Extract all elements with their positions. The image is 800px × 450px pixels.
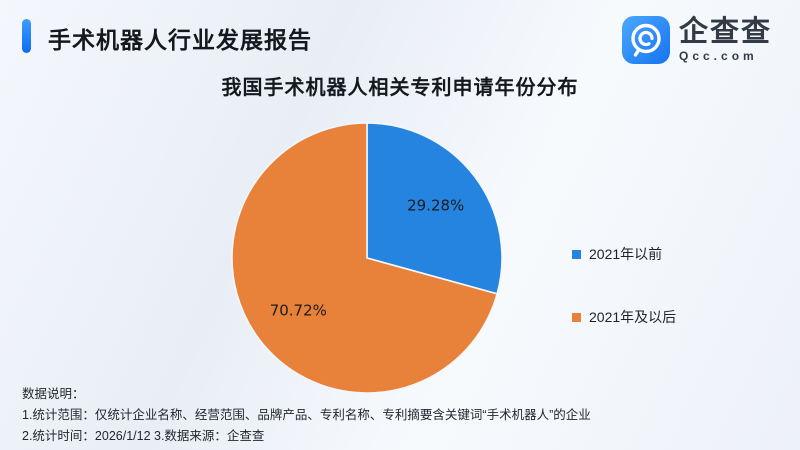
notes-line-2: 2.统计时间：2026/1/12 3.数据来源：企查查 xyxy=(22,429,265,443)
footnotes: 数据说明： 1.统计范围：仅统计企业名称、经营范围、品牌产品、专利名称、专利摘要… xyxy=(22,384,591,447)
legend-item-2021-and-after: 2021年及以后 xyxy=(572,307,676,327)
magnifier-q-icon xyxy=(631,23,661,57)
chart-title: 我国手术机器人相关专利申请年份分布 xyxy=(221,77,579,99)
notes-line-1: 1.统计范围：仅统计企业名称、经营范围、品牌产品、专利名称、专利摘要含关键词“手… xyxy=(22,408,591,422)
notes-heading: 数据说明： xyxy=(22,387,85,401)
legend-label: 2021年及以后 xyxy=(589,309,677,325)
page-title: 手术机器人行业发展报告 xyxy=(48,27,312,53)
pie-slice-label-0: 29.28% xyxy=(407,197,464,215)
legend-swatch-orange xyxy=(572,312,581,322)
qcc-logo-icon xyxy=(622,16,670,64)
legend-swatch-blue xyxy=(572,249,581,259)
legend-item-before-2021: 2021年以前 xyxy=(572,244,676,264)
pie-chart: 29.28% 70.72% xyxy=(231,122,503,394)
title-accent-bar xyxy=(22,19,31,53)
logo-domain: Qcc.com xyxy=(679,49,758,63)
qcc-logo-text: 企查查 Qcc.com xyxy=(679,17,772,63)
logo-name: 企查查 xyxy=(679,16,773,48)
pie-slice-label-1: 70.72% xyxy=(270,301,327,319)
pie-slice-1 xyxy=(231,122,499,394)
pie-slice-0 xyxy=(366,122,503,295)
legend-label: 2021年以前 xyxy=(589,246,663,262)
legend: 2021年以前 2021年及以后 xyxy=(572,244,676,327)
qcc-logo: 企查查 Qcc.com xyxy=(622,16,772,64)
